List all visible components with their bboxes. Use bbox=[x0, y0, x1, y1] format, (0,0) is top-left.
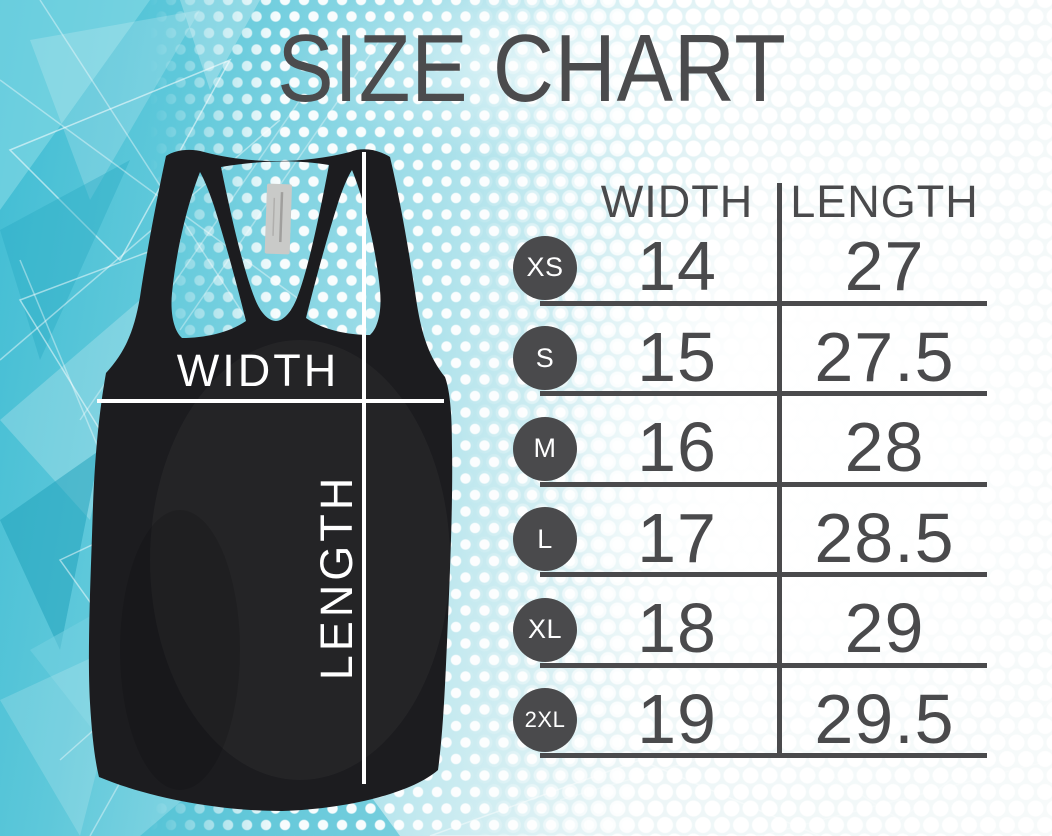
table-row: XL 18 29 bbox=[513, 577, 987, 668]
length-value: 29 bbox=[844, 589, 925, 668]
width-value: 14 bbox=[637, 227, 717, 306]
length-value: 27.5 bbox=[814, 317, 955, 396]
column-header-length: LENGTH bbox=[790, 176, 979, 227]
size-table-header: WIDTH LENGTH bbox=[540, 176, 992, 227]
table-row: L 17 28.5 bbox=[513, 487, 987, 577]
size-table: WIDTH LENGTH XS 14 27 S 15 27.5 M 16 28 … bbox=[505, 178, 1005, 778]
size-badge: 2XL bbox=[513, 688, 577, 752]
table-row: M 16 28 bbox=[513, 396, 987, 487]
length-value: 28 bbox=[844, 408, 925, 487]
tank-top-image bbox=[88, 149, 453, 811]
neck-tag bbox=[264, 183, 292, 255]
length-value: 29.5 bbox=[814, 679, 955, 758]
garment-length-label: LENGTH bbox=[311, 473, 362, 681]
table-row: 2XL 19 29.5 bbox=[513, 668, 987, 758]
column-header-width: WIDTH bbox=[600, 176, 754, 227]
length-value: 27 bbox=[844, 227, 925, 306]
width-value: 17 bbox=[637, 498, 717, 577]
size-table-rows: XS 14 27 S 15 27.5 M 16 28 L 17 28.5 XL … bbox=[513, 215, 987, 758]
width-value: 18 bbox=[637, 589, 717, 668]
table-column-divider bbox=[777, 183, 782, 758]
size-badge: S bbox=[513, 326, 577, 390]
width-value: 16 bbox=[637, 408, 717, 487]
length-value: 28.5 bbox=[814, 498, 955, 577]
size-badge: XS bbox=[513, 235, 577, 300]
garment-width-label: WIDTH bbox=[176, 345, 340, 396]
table-row: S 15 27.5 bbox=[513, 306, 987, 396]
length-measure-line bbox=[362, 152, 366, 784]
table-row: XS 14 27 bbox=[513, 215, 987, 306]
width-value: 19 bbox=[637, 679, 717, 758]
size-badge: L bbox=[513, 507, 577, 571]
table-backdrop-glow bbox=[545, 120, 1052, 810]
page-title: SIZE CHART bbox=[277, 15, 787, 122]
size-badge: M bbox=[513, 416, 577, 481]
size-badge: XL bbox=[513, 597, 577, 662]
width-value: 15 bbox=[637, 317, 717, 396]
width-measure-line bbox=[97, 399, 444, 403]
